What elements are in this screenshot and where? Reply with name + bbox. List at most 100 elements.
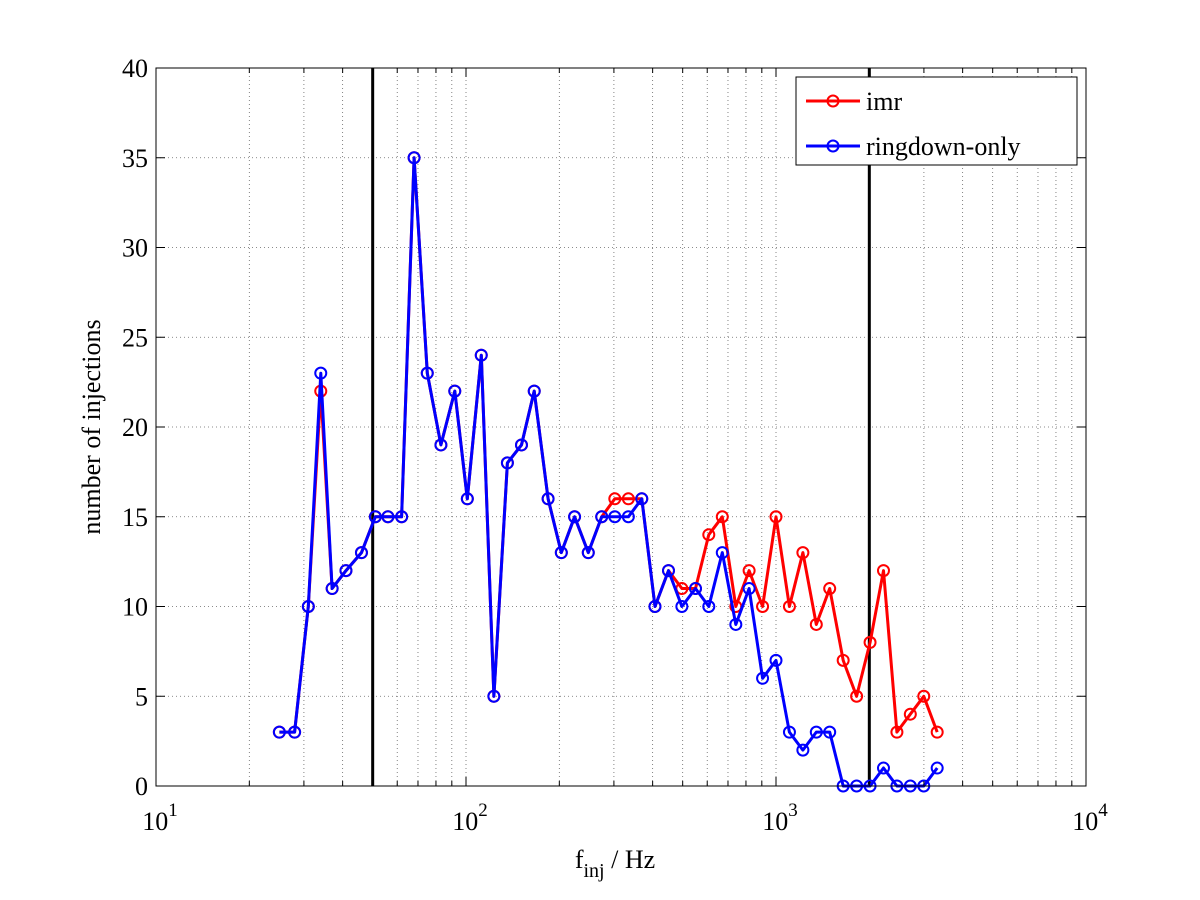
- data-point-ringdown-only: [500, 456, 514, 470]
- data-point-ringdown-only: [354, 546, 368, 560]
- data-point-imr: [903, 707, 917, 721]
- data-point-ringdown-only: [301, 600, 315, 613]
- data-point-ringdown-only: [434, 438, 448, 452]
- data-point-ringdown-only: [288, 725, 302, 739]
- x-tick-label-base: 10: [452, 807, 478, 836]
- y-tick-label: 35: [122, 144, 148, 173]
- legend-entries: imr ringdown-only: [806, 87, 1021, 161]
- x-tick-labels: 101 102 103 104: [142, 800, 1108, 836]
- data-point-imr: [917, 689, 931, 703]
- x-tick-label: 103: [762, 800, 798, 836]
- data-point-ringdown-only: [272, 725, 286, 739]
- data-point-imr: [930, 725, 944, 739]
- data-point-ringdown-only: [756, 671, 770, 685]
- x-tick-label-exponent: 4: [1098, 800, 1108, 821]
- x-tick-label: 101: [142, 800, 178, 836]
- legend-label-imr: imr: [866, 87, 902, 116]
- data-point-ringdown-only: [769, 653, 783, 667]
- data-point-ringdown-only: [782, 725, 796, 739]
- data-point-imr: [890, 725, 904, 739]
- data-point-ringdown-only: [648, 600, 662, 613]
- data-point-imr: [850, 689, 864, 703]
- x-axis-label: finj / Hz: [575, 845, 655, 882]
- legend-marker-ringdown-only: [826, 139, 840, 153]
- data-point-ringdown-only: [474, 348, 488, 362]
- data-point-ringdown-only: [541, 492, 555, 506]
- data-point-ringdown-only: [689, 582, 703, 596]
- data-point-ringdown-only: [595, 510, 609, 524]
- data-point-ringdown-only: [796, 743, 810, 757]
- legend-marker-imr: [826, 94, 840, 108]
- data-point-ringdown-only: [568, 510, 582, 524]
- data-point-ringdown-only: [314, 366, 328, 380]
- x-tick-label-exponent: 2: [478, 800, 488, 821]
- data-point-ringdown-only: [325, 582, 339, 596]
- data-point-ringdown-only: [608, 510, 622, 524]
- data-point-ringdown-only: [339, 564, 353, 578]
- data-point-imr: [782, 600, 796, 613]
- data-point-imr: [715, 510, 729, 524]
- x-axis-label-main: f: [575, 845, 584, 874]
- data-point-ringdown-only: [554, 546, 568, 560]
- vertical-reference-lines: [371, 68, 871, 786]
- y-tick-label: 5: [135, 682, 148, 711]
- data-point-ringdown-only: [420, 366, 434, 380]
- data-point-imr: [863, 635, 877, 649]
- data-point-imr: [809, 617, 823, 631]
- data-point-ringdown-only: [368, 510, 382, 524]
- x-tick-label-base: 10: [1072, 807, 1098, 836]
- data-point-imr: [769, 510, 783, 524]
- x-tick-label-base: 10: [762, 807, 788, 836]
- y-tick-label: 15: [122, 503, 148, 532]
- legend-box: [795, 76, 1078, 166]
- y-tick-label: 20: [122, 413, 148, 442]
- y-tick-label: 10: [122, 593, 148, 622]
- data-point-ringdown-only: [715, 546, 729, 560]
- y-tick-label: 0: [135, 772, 148, 801]
- data-point-ringdown-only: [823, 725, 837, 739]
- data-point-imr: [796, 546, 810, 560]
- y-tick-label: 25: [122, 323, 148, 352]
- data-point-ringdown-only: [514, 438, 528, 452]
- data-point-imr: [823, 582, 837, 596]
- data-point-ringdown-only: [675, 600, 689, 613]
- data-point-ringdown-only: [487, 689, 501, 703]
- data-point-imr: [621, 492, 635, 506]
- x-axis-label-subscript: inj: [584, 860, 605, 882]
- data-point-imr: [608, 492, 622, 506]
- data-point-ringdown-only: [395, 510, 409, 524]
- data-point-ringdown-only: [621, 510, 635, 524]
- data-point-ringdown-only: [381, 510, 395, 524]
- data-point-imr: [742, 564, 756, 578]
- x-axis-label-unit: / Hz: [605, 845, 656, 874]
- data-point-ringdown-only: [742, 582, 756, 596]
- legend-label-ringdown-only: ringdown-only: [866, 132, 1021, 161]
- x-tick-label-exponent: 3: [788, 800, 798, 821]
- x-tick-label: 102: [452, 800, 488, 836]
- data-point-ringdown-only: [809, 725, 823, 739]
- data-point-imr: [756, 600, 770, 613]
- data-point-ringdown-only: [876, 761, 890, 775]
- data-point-ringdown-only: [407, 151, 421, 165]
- data-point-ringdown-only: [702, 600, 716, 613]
- y-axis-label: number of injections: [77, 319, 106, 534]
- series-line-ringdown-only: [279, 156, 939, 788]
- data-point-ringdown-only: [661, 564, 675, 578]
- data-point-ringdown-only: [729, 617, 743, 631]
- axis-ticks: [155, 67, 1086, 787]
- data-point-imr: [702, 528, 716, 542]
- data-point-ringdown-only: [581, 546, 595, 560]
- x-tick-label-exponent: 1: [168, 800, 178, 821]
- x-tick-label-base: 10: [142, 807, 168, 836]
- data-point-imr: [836, 653, 850, 667]
- data-point-imr: [876, 564, 890, 578]
- y-tick-label: 40: [122, 54, 148, 83]
- data-point-ringdown-only: [460, 492, 474, 506]
- data-point-ringdown-only: [930, 761, 944, 775]
- y-tick-labels: 0 5 10 15 20 25 30 35 40: [122, 54, 148, 801]
- data-point-ringdown-only: [635, 492, 649, 506]
- data-point-ringdown-only: [448, 384, 462, 398]
- data-point-ringdown-only: [527, 384, 541, 398]
- legend: imr ringdown-only: [795, 76, 1078, 166]
